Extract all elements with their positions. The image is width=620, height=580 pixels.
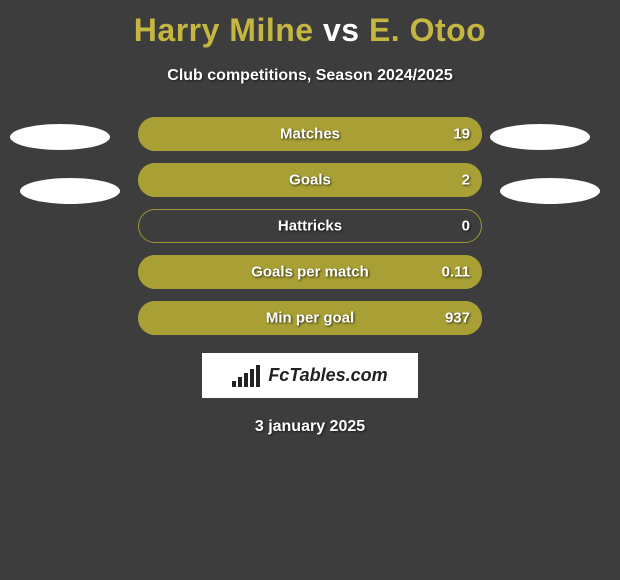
side-ellipse <box>20 178 120 204</box>
stat-row: Goals 2 <box>138 163 482 197</box>
stat-value: 19 <box>453 126 470 143</box>
stat-row: Hattricks 0 <box>138 209 482 243</box>
side-ellipse <box>500 178 600 204</box>
stat-label: Goals per match <box>251 264 369 281</box>
stat-label: Min per goal <box>266 310 354 327</box>
stat-value: 2 <box>462 172 470 189</box>
stats-container: Matches 19 Goals 2 Hattricks 0 Goals per match… <box>138 117 482 335</box>
side-ellipse <box>10 124 110 150</box>
side-ellipse <box>490 124 590 150</box>
stat-label: Goals <box>289 172 331 189</box>
logo-text: FcTables.com <box>268 365 387 386</box>
stat-row: Min per goal 937 <box>138 301 482 335</box>
player1-name: Harry Milne <box>134 12 314 48</box>
subtitle: Club competitions, Season 2024/2025 <box>0 67 620 85</box>
fctables-logo: FcTables.com <box>202 353 418 398</box>
comparison-title: Harry Milne vs E. Otoo <box>0 0 620 49</box>
date-text: 3 january 2025 <box>0 418 620 436</box>
stat-row: Goals per match 0.11 <box>138 255 482 289</box>
stat-label: Matches <box>280 126 340 143</box>
stat-value: 937 <box>445 310 470 327</box>
stat-label: Hattricks <box>278 218 342 235</box>
stat-row: Matches 19 <box>138 117 482 151</box>
player2-name: E. Otoo <box>369 12 486 48</box>
stat-value: 0.11 <box>442 264 470 281</box>
logo-bars-icon <box>232 365 262 387</box>
vs-text: vs <box>323 12 360 48</box>
stat-value: 0 <box>462 218 470 235</box>
